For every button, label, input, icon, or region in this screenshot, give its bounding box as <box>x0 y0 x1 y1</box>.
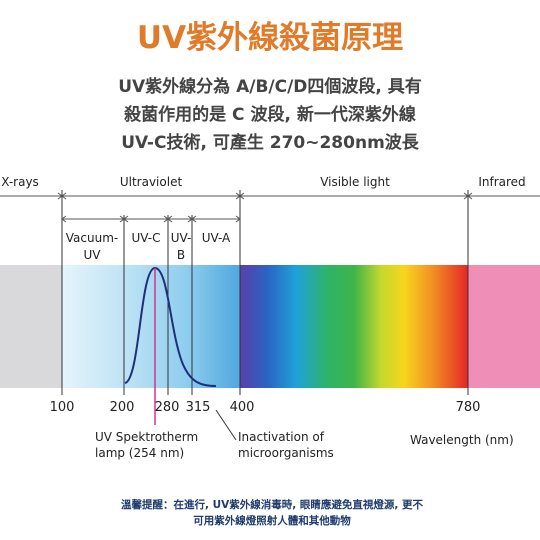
title: UV紫外線殺菌原理 <box>137 20 403 56</box>
divider-lines <box>61 190 469 395</box>
subtitle-line: UV-C技術, 可產生 270~280nm波長 <box>121 132 420 153</box>
annotation: Inactivation of <box>238 430 325 444</box>
xray-band <box>0 265 62 388</box>
infrared-band <box>468 265 540 388</box>
absorption-curve <box>124 266 217 387</box>
uv-band <box>62 265 240 388</box>
range-arrows <box>0 192 540 223</box>
uv-band-label: Vacuum- <box>66 231 118 245</box>
wavelength-label: 200 <box>110 400 135 415</box>
uv-band-label: UV-A <box>202 231 231 245</box>
wavelength-label: 100 <box>50 400 75 415</box>
annotation: lamp (254 nm) <box>95 446 184 460</box>
wavelength-label: 315 <box>186 400 211 415</box>
subtitle-line: UV紫外線分為 A/B/C/D四個波段, 具有 <box>118 76 422 97</box>
wavelength-label: 400 <box>230 400 255 415</box>
annotation: UV Spektrotherm <box>95 430 198 444</box>
annotation-pointer <box>215 409 237 441</box>
region-label: Infrared <box>478 175 525 189</box>
uv-band-label: UV <box>84 248 102 262</box>
uv-band-label: UV- <box>171 231 192 245</box>
wavelength-label: 780 <box>456 400 481 415</box>
axis-label: Wavelength (nm) <box>410 433 514 447</box>
wavelength-label: 280 <box>155 400 180 415</box>
annotation: microorganisms <box>238 446 334 460</box>
subtitle-line: 殺菌作用的是 C 波段, 新一代深紫外線 <box>123 104 416 125</box>
region-label: Ultraviolet <box>120 175 183 189</box>
footer-line: 可用紫外線燈照射人體和其他動物 <box>193 514 351 527</box>
visible-band <box>240 265 468 388</box>
region-label: Visible light <box>320 175 390 189</box>
footer-line: 溫馨提醒：在進行, UV紫外線消毒時, 眼睛應避免直視燈源, 更不 <box>121 498 424 511</box>
uv-band-label: B <box>177 248 185 262</box>
uv-band-label: UV-C <box>132 231 161 245</box>
region-label: X-rays <box>1 175 39 189</box>
